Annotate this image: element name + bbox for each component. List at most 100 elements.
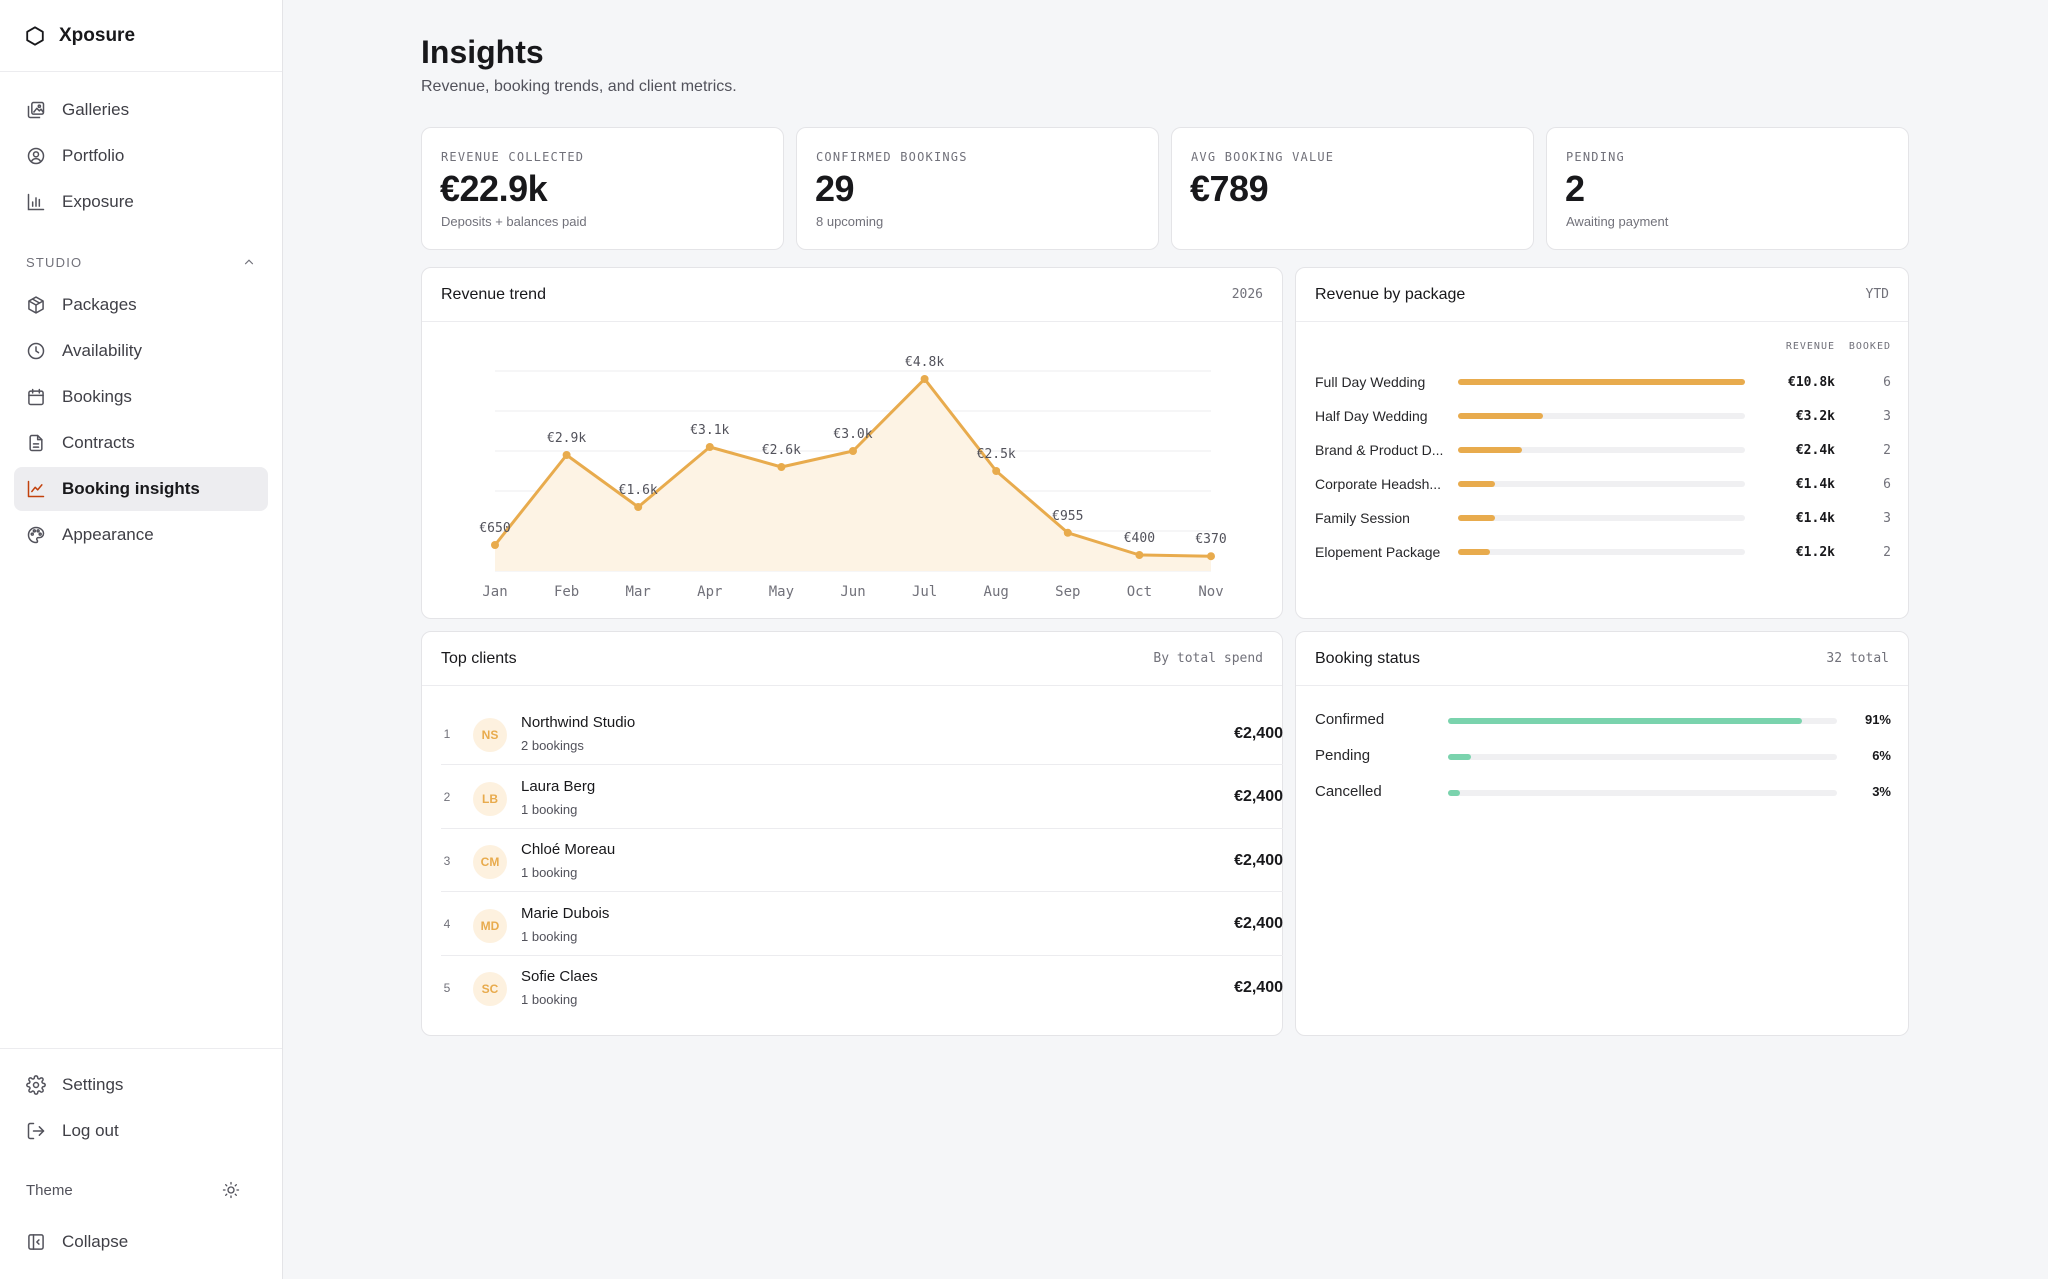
data-point [634,503,643,511]
gear-icon [26,1075,46,1095]
data-label: €1.6k [619,483,658,498]
panel-title: Revenue by package [1315,285,1466,303]
data-point [777,463,786,471]
sidebar-divider [0,1048,282,1049]
sidebar-item-label: Exposure [62,192,134,211]
app-name: Xposure [59,24,136,46]
client-bookings: 1 booking [521,928,578,944]
package-revenue: €1.4k [1795,510,1835,526]
package-revenue: €10.8k [1788,374,1835,390]
sidebar-item-exposure[interactable]: Exposure [14,180,268,224]
sidebar-item-label: Packages [62,295,137,314]
package-revenue: €1.4k [1795,476,1835,492]
stat-value: 2 [1565,168,1585,209]
package-name: Brand & Product D... [1315,442,1444,458]
status-label: Cancelled [1315,783,1382,800]
data-point [1063,528,1072,537]
data-label: €2.6k [762,443,801,458]
sidebar: Xposure Galleries Portfolio Exposure STU… [0,0,283,1279]
client-rank: 3 [443,853,451,868]
series-area [495,379,1211,571]
package-name: Full Day Wedding [1315,374,1426,390]
client-name: Sofie Claes [521,968,598,985]
client-avatar: SC [473,972,507,1006]
status-label: Pending [1315,747,1371,764]
data-point [491,541,499,549]
x-tick-label: Mar [626,584,651,600]
package-bar-fill [1458,515,1496,521]
exposure-icon [27,193,45,211]
x-tick-label: Oct [1127,584,1152,600]
status-row: Cancelled 3% [1315,783,1891,803]
logo-hexagon-icon [26,25,44,46]
client-row[interactable]: 5 SC Sofie Claes 1 booking €2,400 [441,956,1283,1019]
client-avatar: LB [473,781,507,816]
sidebar-item-collapse[interactable]: Collapse [14,1220,268,1264]
data-label: €370 [1195,532,1226,547]
client-rank: 2 [443,790,451,804]
stat-value: €789 [1190,168,1269,209]
sidebar-item-availability[interactable]: Availability [14,329,268,373]
sidebar-item-booking-insights[interactable]: Booking insights [14,467,268,511]
page-subtitle: Revenue, booking trends, and client metr… [421,78,737,95]
sidebar-item-label: Portfolio [62,146,125,165]
column-header-revenue: REVENUE [1785,341,1835,352]
brand[interactable]: Xposure [0,0,282,72]
package-revenue: €2.4k [1795,442,1835,458]
client-row[interactable]: 3 CM Chloé Moreau 1 booking €2,400 [441,829,1283,892]
stat-sub: 8 upcoming [816,214,884,229]
sidebar-item-portfolio[interactable]: Portfolio [14,134,268,178]
status-percent: 6% [1872,748,1891,763]
sidebar-item-label: Collapse [62,1232,129,1251]
sidebar-item-logout[interactable]: Log out [14,1109,268,1153]
sidebar-item-galleries[interactable]: Galleries [14,88,268,132]
package-bar-track [1458,481,1745,487]
data-point [562,451,571,459]
status-bar-fill [1448,718,1802,724]
package-booked: 6 [1883,476,1891,492]
chart-line-icon [27,480,45,498]
status-bar-fill [1448,754,1472,760]
client-amount: €2,400 [1234,788,1283,805]
client-avatar: MD [473,908,507,943]
package-bar-track [1458,413,1745,419]
studio-section-toggle[interactable]: STUDIO [26,250,256,274]
logout-icon [27,1122,45,1140]
package-row: Brand & Product D... €2.4k 2 [1315,440,1891,460]
theme-row: Theme [26,1178,240,1202]
package-name: Family Session [1315,510,1410,526]
client-bookings: 1 booking [521,801,578,817]
booking-status-panel: Booking status 32 total Confirmed 91% Pend… [1295,631,1909,1036]
sidebar-item-settings[interactable]: Settings [14,1063,268,1107]
client-rank: 5 [443,980,451,995]
sidebar-item-label: Bookings [62,387,132,406]
package-name: Elopement Package [1315,544,1441,560]
package-revenue: €1.2k [1795,544,1835,560]
portfolio-icon [27,147,45,165]
x-tick-label: Sep [1055,584,1080,600]
package-booked: 6 [1883,374,1891,390]
document-icon [29,434,43,452]
x-tick-label: Jun [840,584,865,600]
sidebar-item-bookings[interactable]: Bookings [14,375,268,419]
package-row: Full Day Wedding €10.8k 6 [1315,372,1891,392]
section-label: STUDIO [26,254,83,270]
package-bar-track [1458,515,1745,521]
client-amount: €2,400 [1234,915,1283,932]
client-row[interactable]: 2 LB Laura Berg 1 booking €2,400 [441,766,1283,829]
client-row[interactable]: 4 MD Marie Dubois 1 booking €2,400 [441,893,1283,956]
panel-header: Top clients By total spend [422,632,1282,686]
client-avatar: CM [473,845,507,879]
stat-value: €22.9k [440,168,548,209]
panel-title: Revenue trend [441,285,546,303]
client-row[interactable]: 1 NS Northwind Studio 2 bookings €2,400 [441,702,1283,765]
data-point [992,467,1001,475]
stat-sub: Deposits + balances paid [441,214,587,229]
sidebar-item-packages[interactable]: Packages [14,283,268,327]
sidebar-item-contracts[interactable]: Contracts [14,421,268,465]
sun-icon[interactable] [222,1181,240,1199]
sidebar-item-label: Availability [62,341,143,360]
x-tick-label: Aug [984,584,1009,600]
sidebar-item-appearance[interactable]: Appearance [14,513,268,557]
x-tick-label: Jul [912,584,937,600]
